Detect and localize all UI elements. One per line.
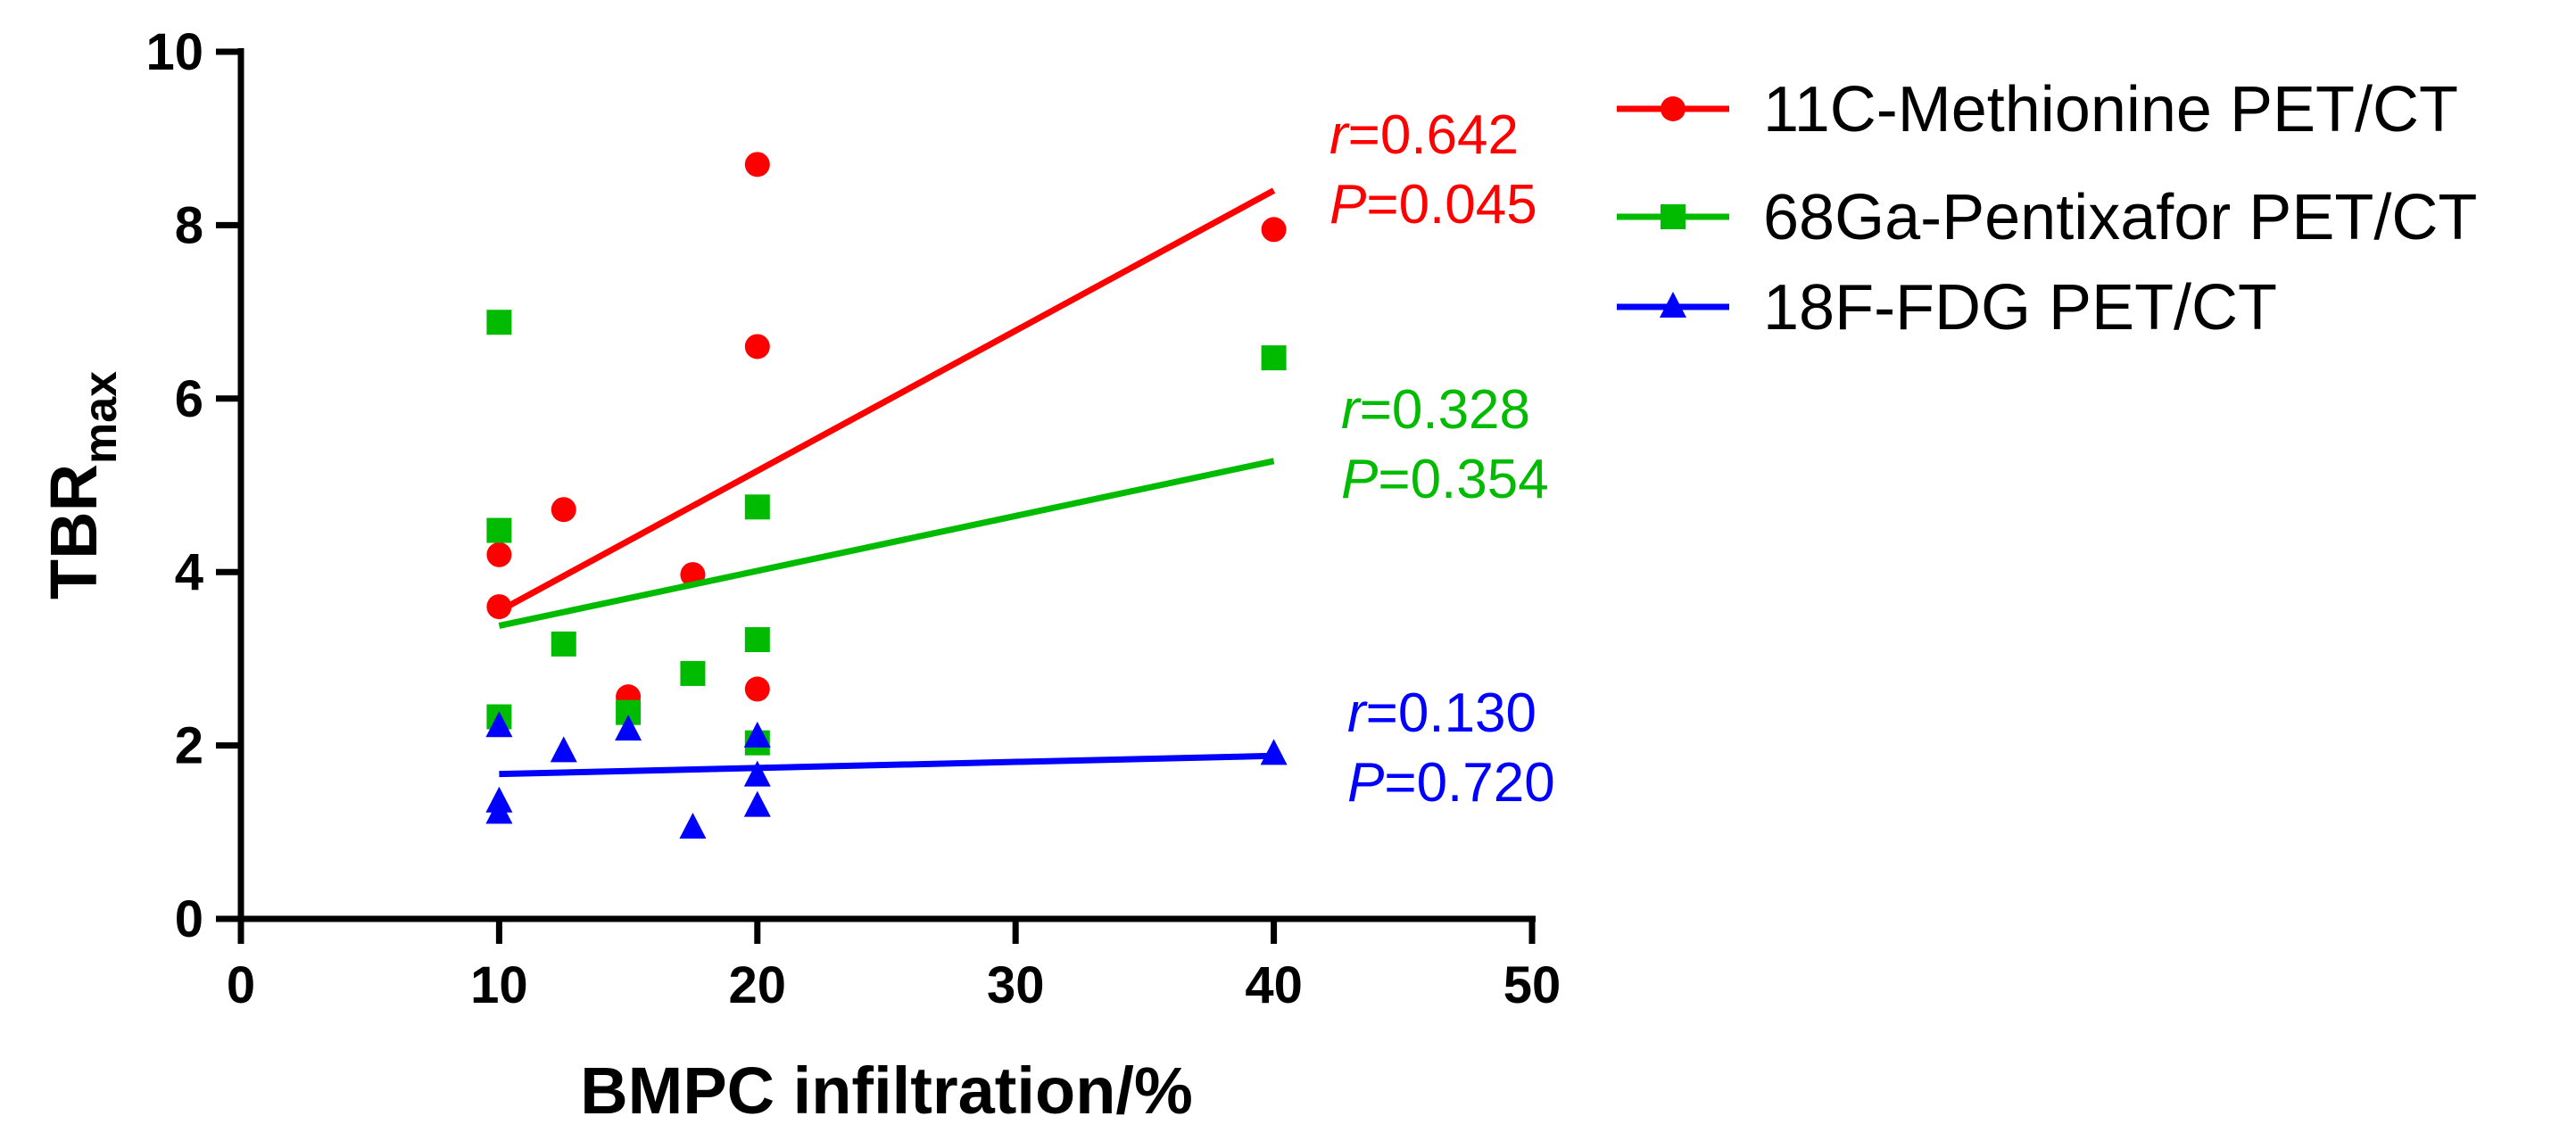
p-symbol: P [1329,174,1366,236]
legend-item: 18F-FDG PET/CT [1617,272,2277,343]
legend-item: 11C-Methionine PET/CT [1617,74,2458,145]
r-symbol: r [1329,104,1350,166]
legend-item: 68Ga-Pentixafor PET/CT [1617,182,2477,253]
data-point [744,334,770,360]
x-tick-label: 40 [1245,956,1303,1014]
y-axis-ticks: 0 2 4 6 8 10 [145,23,241,948]
data-point [486,594,512,620]
p-symbol: P [1341,449,1378,510]
p-annotation: P=0.354 [1341,449,1549,510]
x-axis-ticks: 0 10 20 30 40 50 [227,919,1561,1014]
y-tick-label: 4 [175,543,203,601]
fit-line [499,752,1274,778]
x-tick-label: 20 [729,956,787,1014]
correlation-annotations: r=0.642P=0.045r=0.328P=0.354r=0.130P=0.7… [1329,104,1555,814]
series-triangle [485,711,1288,839]
y-axis-title-subscript: max [75,371,127,464]
legend-label: 11C-Methionine PET/CT [1763,74,2458,145]
y-tick-label: 0 [175,890,203,948]
fit-line [497,187,1276,615]
data-point [485,798,513,824]
p-value: =0.045 [1366,174,1536,236]
data-point [744,494,770,520]
r-value: =0.642 [1348,104,1519,166]
data-point [743,760,771,787]
y-axis-title-main: TBR [37,464,111,599]
data-point [1260,739,1288,765]
y-tick-label: 6 [175,370,203,428]
r-value: =0.328 [1360,379,1530,441]
data-point [486,310,512,335]
r-symbol: r [1347,682,1368,744]
legend-marker [1661,96,1686,121]
p-symbol: P [1347,752,1384,814]
legend-label: 18F-FDG PET/CT [1763,272,2277,343]
p-annotation: P=0.720 [1347,752,1555,814]
data-point [680,660,706,686]
data-point [679,812,707,839]
data-point [551,631,576,657]
data-point [486,542,512,567]
data-point [486,517,512,543]
p-value: =0.720 [1384,752,1554,814]
p-value: =0.354 [1378,449,1548,510]
series-circle [486,152,1287,710]
x-tick-label: 0 [227,956,255,1014]
data-point [1261,345,1287,371]
y-tick-label: 10 [145,23,203,81]
plot-area [485,152,1288,839]
y-tick-label: 2 [175,717,203,775]
data-point [485,711,513,738]
data-point [550,736,577,763]
x-axis-title: BMPC infiltration/% [580,1054,1193,1128]
r-annotation: r=0.328 [1341,379,1530,441]
series-square [486,310,1287,756]
data-point [1261,217,1287,243]
p-annotation: P=0.045 [1329,174,1537,236]
legend: 11C-Methionine PET/CT 68Ga-Pentixafor PET… [1617,74,2477,343]
legend-marker [1661,204,1686,229]
x-tick-label: 50 [1503,956,1561,1014]
r-symbol: r [1341,379,1362,441]
legend-marker [1660,292,1686,318]
legend-label: 68Ga-Pentixafor PET/CT [1763,182,2477,253]
r-annotation: r=0.642 [1329,104,1519,166]
x-tick-label: 10 [470,956,528,1014]
y-tick-label: 8 [175,196,203,254]
r-value: =0.130 [1366,682,1536,744]
x-tick-label: 30 [987,956,1045,1014]
fit-line [498,458,1275,629]
data-point [744,627,770,653]
y-axis-title: TBRmax [37,371,127,599]
r-annotation: r=0.130 [1347,682,1536,744]
data-point [615,715,642,741]
data-point [743,790,771,817]
data-point [551,497,576,523]
data-point [744,152,770,178]
data-point [743,721,771,748]
data-point [744,676,770,702]
